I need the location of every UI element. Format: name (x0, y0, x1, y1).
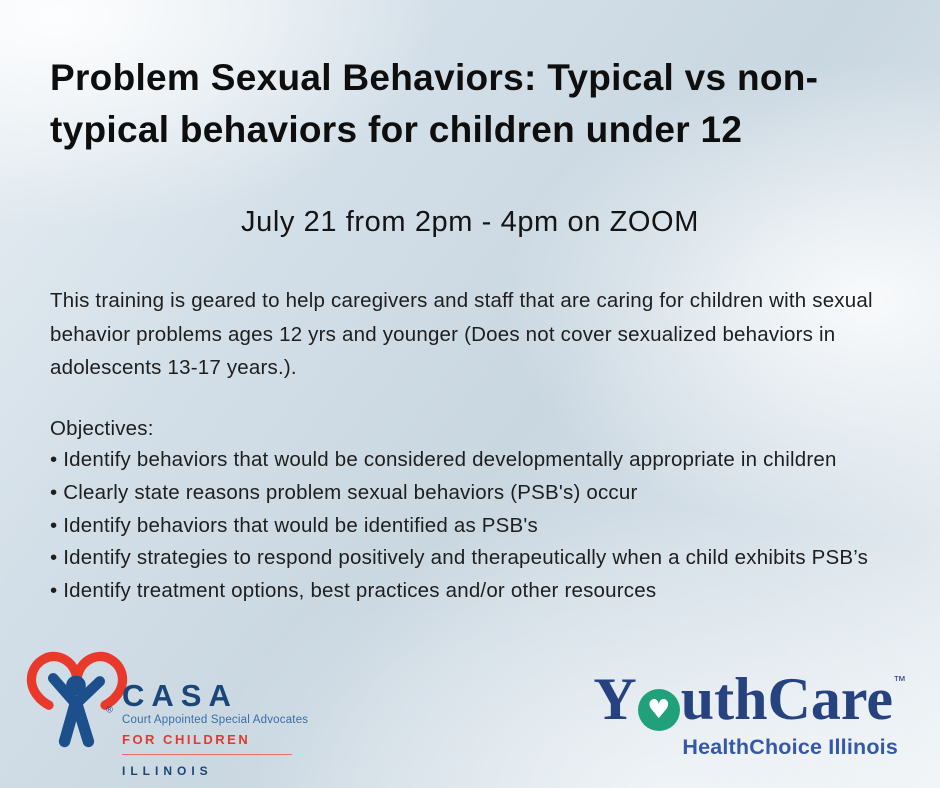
youthcare-trademark: ™ (893, 673, 906, 688)
objective-item: Identify strategies to respond positivel… (50, 542, 898, 575)
casa-tagline: Court Appointed Special Advocates (122, 714, 309, 726)
objective-item: Identify behaviors that would be identif… (50, 510, 898, 543)
casa-registered-mark: ® (106, 704, 113, 714)
youthcare-wordmark: Y ♥ uthCare™ (593, 669, 906, 731)
objective-item: Identify treatment options, best practic… (50, 575, 898, 608)
casa-divider-rule (122, 754, 292, 755)
objectives-heading: Objectives: (50, 417, 154, 440)
youthcare-wordmark-end: uthCare (680, 666, 893, 732)
casa-logo: ® CASA Court Appointed Special Advocates… (18, 644, 308, 778)
objective-item: Identify behaviors that would be conside… (50, 444, 898, 477)
schedule-line: July 21 from 2pm - 4pm on ZOOM (241, 206, 699, 238)
description-paragraph: This training is geared to help caregive… (50, 289, 873, 380)
youthcare-subtitle: HealthChoice Illinois (682, 735, 898, 759)
objectives-list: Identify behaviors that would be conside… (50, 444, 898, 608)
casa-logo-text: CASA Court Appointed Special Advocates F… (122, 644, 308, 778)
youthcare-heart-circle-icon: ♥ (637, 689, 680, 731)
casa-heart-figure-icon: ® (26, 651, 128, 748)
flyer-title: Problem Sexual Behaviors: Typical vs non… (50, 57, 819, 150)
youthcare-logo: Y ♥ uthCare™ HealthChoice Illinois (593, 669, 906, 760)
objective-item: Clearly state reasons problem sexual beh… (50, 477, 898, 510)
casa-name: CASA (122, 678, 238, 713)
casa-region: ILLINOIS (122, 764, 213, 778)
casa-for-children: FOR CHILDREN (122, 732, 251, 747)
youthcare-wordmark-start: Y (593, 666, 637, 732)
objectives-section: Objectives: Identify behaviors that woul… (50, 417, 898, 608)
